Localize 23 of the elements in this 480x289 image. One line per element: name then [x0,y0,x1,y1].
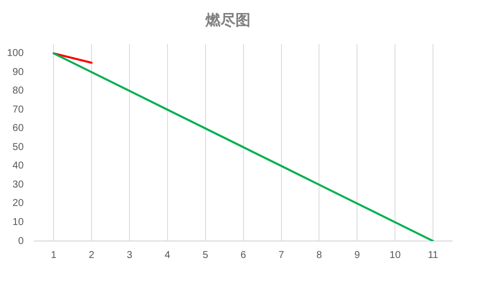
y-tick-label: 70 [12,104,24,116]
x-tick-label: 7 [278,250,284,261]
x-tick-label: 4 [164,250,171,261]
x-tick-label: 5 [202,250,209,261]
y-tick-label: 40 [12,160,24,172]
y-tick-label: 90 [12,66,24,78]
y-tick-label: 0 [18,236,24,247]
y-tick-label: 80 [12,86,24,97]
x-tick-label: 2 [88,250,95,261]
x-tick-label: 3 [126,250,133,261]
x-tick-label: 9 [354,250,360,261]
x-tick-label: 1 [50,250,57,261]
x-tick-label: 6 [240,250,247,261]
y-tick-label: 60 [12,123,24,134]
y-tick-label: 100 [6,48,24,60]
chart-title: 燃尽图 [204,10,250,29]
x-tick-label: 11 [428,250,439,261]
y-tick-label: 10 [12,216,24,228]
x-tick-label: 8 [316,250,322,261]
y-tick-label: 50 [12,142,24,153]
y-tick-label: 20 [12,198,24,210]
x-tick-label: 10 [390,250,402,261]
y-tick-label: 30 [12,179,24,190]
